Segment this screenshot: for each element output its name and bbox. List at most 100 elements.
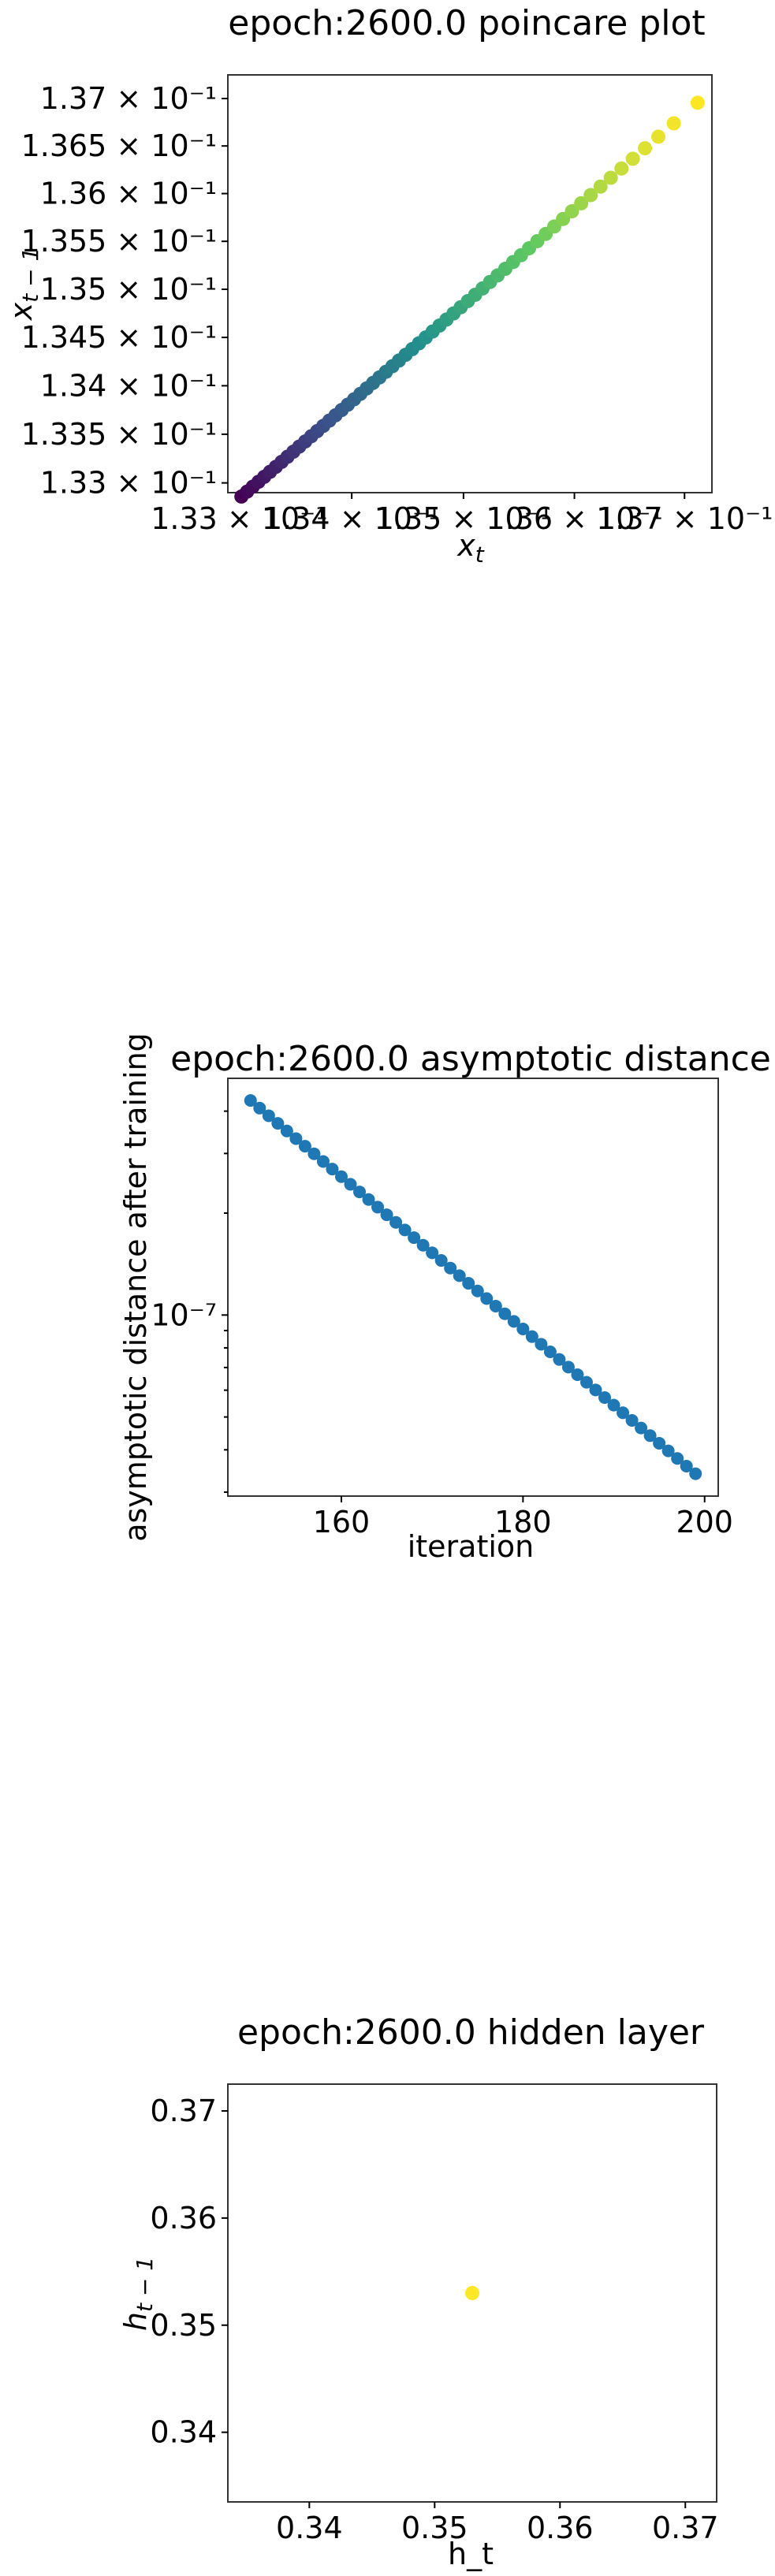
hidden-layer-y-tick-label: 0.34 (150, 2415, 217, 2450)
hidden-layer-point (465, 2286, 479, 2300)
asymptotic-distance-point (289, 1132, 303, 1145)
hidden-layer-frame (227, 2083, 717, 2503)
asymptotic-distance-point (462, 1277, 475, 1290)
asymptotic-distance-point (316, 1155, 330, 1168)
asymptotic-distance-point (561, 1361, 575, 1374)
hidden-layer-x-tick-label: 0.35 (401, 2511, 468, 2545)
asymptotic-distance-point (334, 1170, 348, 1183)
asymptotic-distance-point (671, 1452, 684, 1465)
hidden-layer-x-tick-label: 0.34 (276, 2511, 343, 2545)
asymptotic-distance-point (416, 1238, 430, 1252)
poincare-plot-y-tick-label: 1.37 × 10⁻¹ (40, 81, 217, 116)
poincare-plot-point (625, 151, 640, 166)
asymptotic-distance-point (426, 1246, 439, 1260)
poincare-plot-y-tick-label: 1.335 × 10⁻¹ (21, 417, 217, 452)
poincare-plot-x-tick-label: 1.34 × 10⁻¹ (263, 501, 440, 536)
asymptotic-distance-point (444, 1261, 457, 1275)
poincare-plot-y-tick-label: 1.345 × 10⁻¹ (21, 320, 217, 355)
poincare-plot-point (666, 116, 681, 131)
asymptotic-distance-point (262, 1109, 275, 1122)
hidden-layer-y-tick-label: 0.35 (150, 2308, 217, 2343)
asymptotic-distance-y-axis-label: asymptotic distance after training (118, 1033, 153, 1542)
asymptotic-distance-point (453, 1269, 466, 1282)
asymptotic-distance-point (380, 1208, 393, 1222)
asymptotic-distance-point (298, 1140, 311, 1153)
asymptotic-distance-point (344, 1178, 357, 1191)
poincare-plot-y-tick-label: 1.34 × 10⁻¹ (40, 368, 217, 403)
hidden-layer-title: epoch:2600.0 hidden layer (237, 2012, 705, 2053)
asymptotic-distance-point (389, 1215, 403, 1229)
asymptotic-distance-x-axis-label: iteration (408, 1529, 535, 1564)
poincare-plot-ticks: 1.33 × 10⁻¹1.34 × 10⁻¹1.35 × 10⁻¹1.36 × … (21, 81, 773, 536)
asymptotic-distance-point (579, 1375, 593, 1389)
asymptotic-distance-point (362, 1193, 375, 1206)
asymptotic-distance-point (353, 1186, 367, 1199)
hidden-layer-panel: epoch:2600.0 hidden layer 0.34 0.35 0.36 0.… (118, 2012, 719, 2571)
asymptotic-distance-frame (227, 1078, 719, 1497)
asymptotic-distance-point (543, 1346, 557, 1359)
poincare-plot-frame (227, 74, 713, 493)
hidden-layer-x-tick-label: 0.37 (652, 2511, 719, 2545)
asymptotic-distance-point (607, 1398, 620, 1412)
asymptotic-distance-point (253, 1101, 266, 1115)
asymptotic-distance-point (398, 1223, 412, 1237)
poincare-plot-point (603, 170, 618, 185)
asymptotic-distance-title: epoch:2600.0 asymptotic distance (170, 1039, 771, 1079)
poincare-plot-point (564, 204, 579, 219)
asymptotic-distance-point (661, 1444, 675, 1457)
asymptotic-distance-point (280, 1124, 293, 1137)
asymptotic-distance-point (471, 1284, 484, 1297)
hidden-layer-points (465, 2286, 479, 2300)
asymptotic-distance-points (244, 1094, 702, 1480)
asymptotic-distance-point (525, 1330, 538, 1343)
asymptotic-distance-point (553, 1353, 566, 1366)
poincare-plot-point (614, 161, 629, 176)
asymptotic-distance-point (371, 1201, 385, 1214)
poincare-plot-y-tick-label: 1.365 × 10⁻¹ (21, 128, 217, 163)
hidden-layer-ticks: 0.34 0.35 0.36 0.37 0.34 0.35 0.36 0.37 (150, 2094, 718, 2545)
asymptotic-distance-y-tick-label: 10⁻⁷ (151, 1297, 217, 1332)
asymptotic-distance-point (643, 1429, 657, 1442)
poincare-plot-point (583, 188, 598, 203)
poincare-plot-y-tick-label: 1.36 × 10⁻¹ (40, 177, 217, 211)
poincare-plot-x-tick-label: 1.35 × 10⁻¹ (375, 501, 552, 536)
poincare-plot-y-tick-label: 1.35 × 10⁻¹ (40, 272, 217, 307)
asymptotic-distance-point (489, 1300, 502, 1313)
asymptotic-distance-point (434, 1254, 448, 1268)
asymptotic-distance-point (625, 1413, 639, 1427)
asymptotic-distance-x-tick-label: 160 (313, 1505, 371, 1539)
asymptotic-distance-point (653, 1436, 666, 1450)
asymptotic-distance-point (689, 1467, 702, 1480)
hidden-layer-y-tick-label: 0.37 (150, 2094, 217, 2128)
poincare-plot-points (234, 95, 705, 504)
poincare-plot-y-tick-label: 1.355 × 10⁻¹ (21, 224, 217, 259)
asymptotic-distance-panel: epoch:2600.0 asymptotic distance 160 180 2… (118, 1033, 771, 1564)
poincare-plot-y-tick-label: 1.33 × 10⁻¹ (40, 466, 217, 501)
asymptotic-distance-point (498, 1307, 512, 1320)
hidden-layer-x-tick-label: 0.36 (527, 2511, 594, 2545)
poincare-plot-x-tick-label: 1.33 × 10⁻¹ (151, 501, 327, 536)
asymptotic-distance-point (571, 1368, 584, 1381)
asymptotic-distance-point (507, 1315, 520, 1328)
asymptotic-distance-point (307, 1147, 321, 1160)
poincare-plot-x-tick-label: 1.36 × 10⁻¹ (486, 501, 662, 536)
poincare-plot-point (574, 195, 589, 210)
asymptotic-distance-point (589, 1383, 602, 1397)
asymptotic-distance-point (680, 1459, 693, 1472)
asymptotic-distance-x-tick-label: 180 (494, 1505, 552, 1539)
poincare-plot-point (690, 95, 705, 110)
asymptotic-distance-point (326, 1163, 339, 1176)
asymptotic-distance-ticks: 160 180 200 10⁻⁷ (151, 1110, 733, 1539)
asymptotic-distance-point (635, 1421, 648, 1435)
asymptotic-distance-point (617, 1406, 630, 1420)
poincare-plot-point (638, 141, 653, 156)
asymptotic-distance-point (516, 1323, 530, 1336)
poincare-plot-title: epoch:2600.0 poincare plot (228, 3, 705, 43)
poincare-plot-point (593, 179, 608, 194)
asymptotic-distance-point (244, 1094, 257, 1107)
hidden-layer-y-tick-label: 0.36 (150, 2201, 217, 2235)
asymptotic-distance-point (480, 1292, 494, 1305)
asymptotic-distance-point (535, 1338, 548, 1351)
poincare-plot-point (651, 129, 666, 144)
